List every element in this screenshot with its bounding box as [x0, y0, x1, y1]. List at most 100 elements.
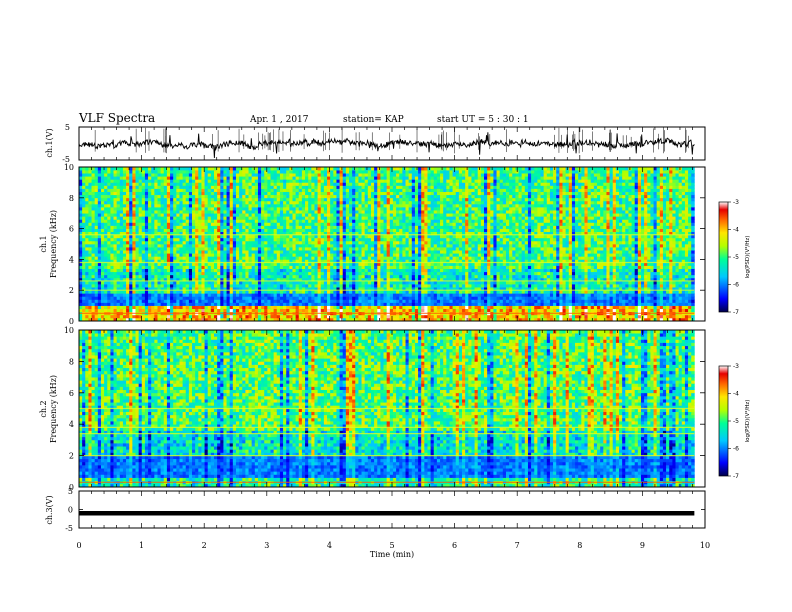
- spectrogram-cell: [355, 265, 359, 269]
- spectrogram-cell: [283, 308, 287, 313]
- spectrogram-cell: [188, 231, 193, 236]
- spectrogram-cell: [135, 200, 139, 205]
- spectrogram-cell: [82, 222, 86, 226]
- spectrogram-cell: [179, 200, 183, 205]
- spectrogram-cell: [188, 293, 193, 297]
- spectrogram-cell: [339, 299, 344, 303]
- spectrogram-cell: [308, 173, 312, 177]
- spectrogram-cell: [223, 203, 227, 208]
- spectrogram-cell: [251, 179, 256, 183]
- spectrogram-cell: [333, 231, 337, 236]
- spectrogram-cell: [370, 284, 375, 288]
- spectrogram-cell: [97, 253, 102, 257]
- spectrogram-cell: [179, 247, 183, 251]
- spectrogram-cell: [301, 188, 306, 192]
- spectrogram-cell: [144, 244, 149, 248]
- spectrogram-cell: [257, 194, 262, 199]
- spectrogram-cell: [88, 287, 92, 291]
- spectrogram-cell: [226, 213, 231, 217]
- spectrogram-cell: [170, 200, 174, 205]
- spectrogram-cell: [229, 188, 234, 192]
- spectrogram-cell: [380, 176, 384, 180]
- spectrogram-cell: [261, 299, 265, 303]
- spectrogram-cell: [129, 262, 133, 266]
- spectrogram-cell: [276, 265, 281, 269]
- spectrogram-cell: [201, 231, 205, 236]
- spectrogram-cell: [283, 299, 287, 303]
- spectrogram-cell: [264, 231, 268, 236]
- spectrogram-cell: [251, 247, 256, 251]
- spectrogram-cell: [270, 185, 274, 189]
- spectrogram-cell: [345, 200, 350, 205]
- spectrogram-cell: [129, 274, 133, 279]
- spectrogram-cell: [342, 194, 347, 199]
- spectrogram-cell: [232, 197, 237, 202]
- spectrogram-cell: [349, 179, 353, 183]
- spectrogram-cell: [261, 182, 265, 186]
- spectrogram-cell: [119, 191, 124, 196]
- spectrogram-cell: [305, 256, 309, 260]
- spectrogram-cell: [100, 274, 105, 279]
- spectrogram-cell: [157, 176, 161, 180]
- spectrogram-cell: [270, 231, 274, 236]
- spectrogram-cell: [314, 244, 318, 248]
- spectrogram-cell: [97, 231, 102, 236]
- spectrogram-cell: [151, 290, 155, 294]
- spectrogram-cell: [138, 176, 143, 180]
- spectrogram-cell: [104, 222, 108, 226]
- spectrogram-cell: [257, 299, 262, 303]
- spectrogram-cell: [192, 231, 196, 236]
- spectrogram-cell: [214, 305, 218, 310]
- spectrogram-cell: [88, 256, 92, 260]
- spectrogram-cell: [254, 213, 259, 217]
- spectrogram-cell: [154, 219, 158, 223]
- spectrogram-cell: [367, 268, 372, 273]
- spectrogram-cell: [336, 299, 340, 303]
- spectrogram-cell: [320, 277, 325, 282]
- spectrogram-cell: [330, 305, 334, 310]
- spectrogram-cell: [141, 250, 146, 254]
- spectrogram-cell: [126, 222, 130, 226]
- spectrogram-cell: [323, 173, 328, 177]
- spectrogram-cell: [110, 305, 114, 310]
- spectrogram-cell: [104, 225, 108, 229]
- spectrogram-cell: [97, 244, 102, 248]
- spectrogram-cell: [305, 293, 309, 297]
- spectrogram-cell: [173, 287, 177, 291]
- spectrogram-cell: [330, 277, 334, 282]
- spectrogram-cell: [100, 216, 105, 220]
- spectrogram-cell: [79, 247, 83, 251]
- spectrogram-cell: [88, 271, 92, 276]
- spectrogram-cell: [229, 287, 234, 291]
- spectrogram-cell: [97, 277, 102, 282]
- spectrogram-cell: [129, 308, 133, 313]
- spectrogram-cell: [257, 259, 262, 263]
- spectrogram-cell: [355, 287, 359, 291]
- spectrogram-cell: [374, 203, 378, 208]
- spectrogram-cell: [198, 287, 202, 291]
- spectrogram-cell: [79, 293, 83, 297]
- spectrogram-cell: [157, 173, 161, 177]
- spectrogram-cell: [232, 259, 237, 263]
- spectrogram-cell: [82, 173, 86, 177]
- spectrogram-cell: [210, 308, 215, 313]
- spectrogram-cell: [176, 225, 180, 229]
- spectrogram-cell: [173, 231, 177, 236]
- spectrogram-cell: [201, 296, 205, 300]
- spectrogram-cell: [223, 247, 227, 251]
- spectrogram-cell: [330, 237, 334, 242]
- spectrogram-cell: [160, 302, 165, 306]
- spectrogram-cell: [235, 268, 240, 273]
- spectrogram-cell: [151, 222, 155, 226]
- spectrogram-cell: [330, 284, 334, 288]
- spectrogram-cell: [383, 305, 388, 310]
- spectrogram-cell: [148, 194, 152, 199]
- spectrogram-cell: [88, 222, 92, 226]
- spectrogram-cell: [257, 213, 262, 217]
- spectrogram-cell: [176, 290, 180, 294]
- spectrogram-cell: [166, 216, 171, 220]
- spectrogram-cell: [210, 197, 215, 202]
- spectrogram-cell: [223, 228, 227, 233]
- spectrogram-cell: [270, 219, 274, 223]
- spectrogram-cell: [235, 216, 240, 220]
